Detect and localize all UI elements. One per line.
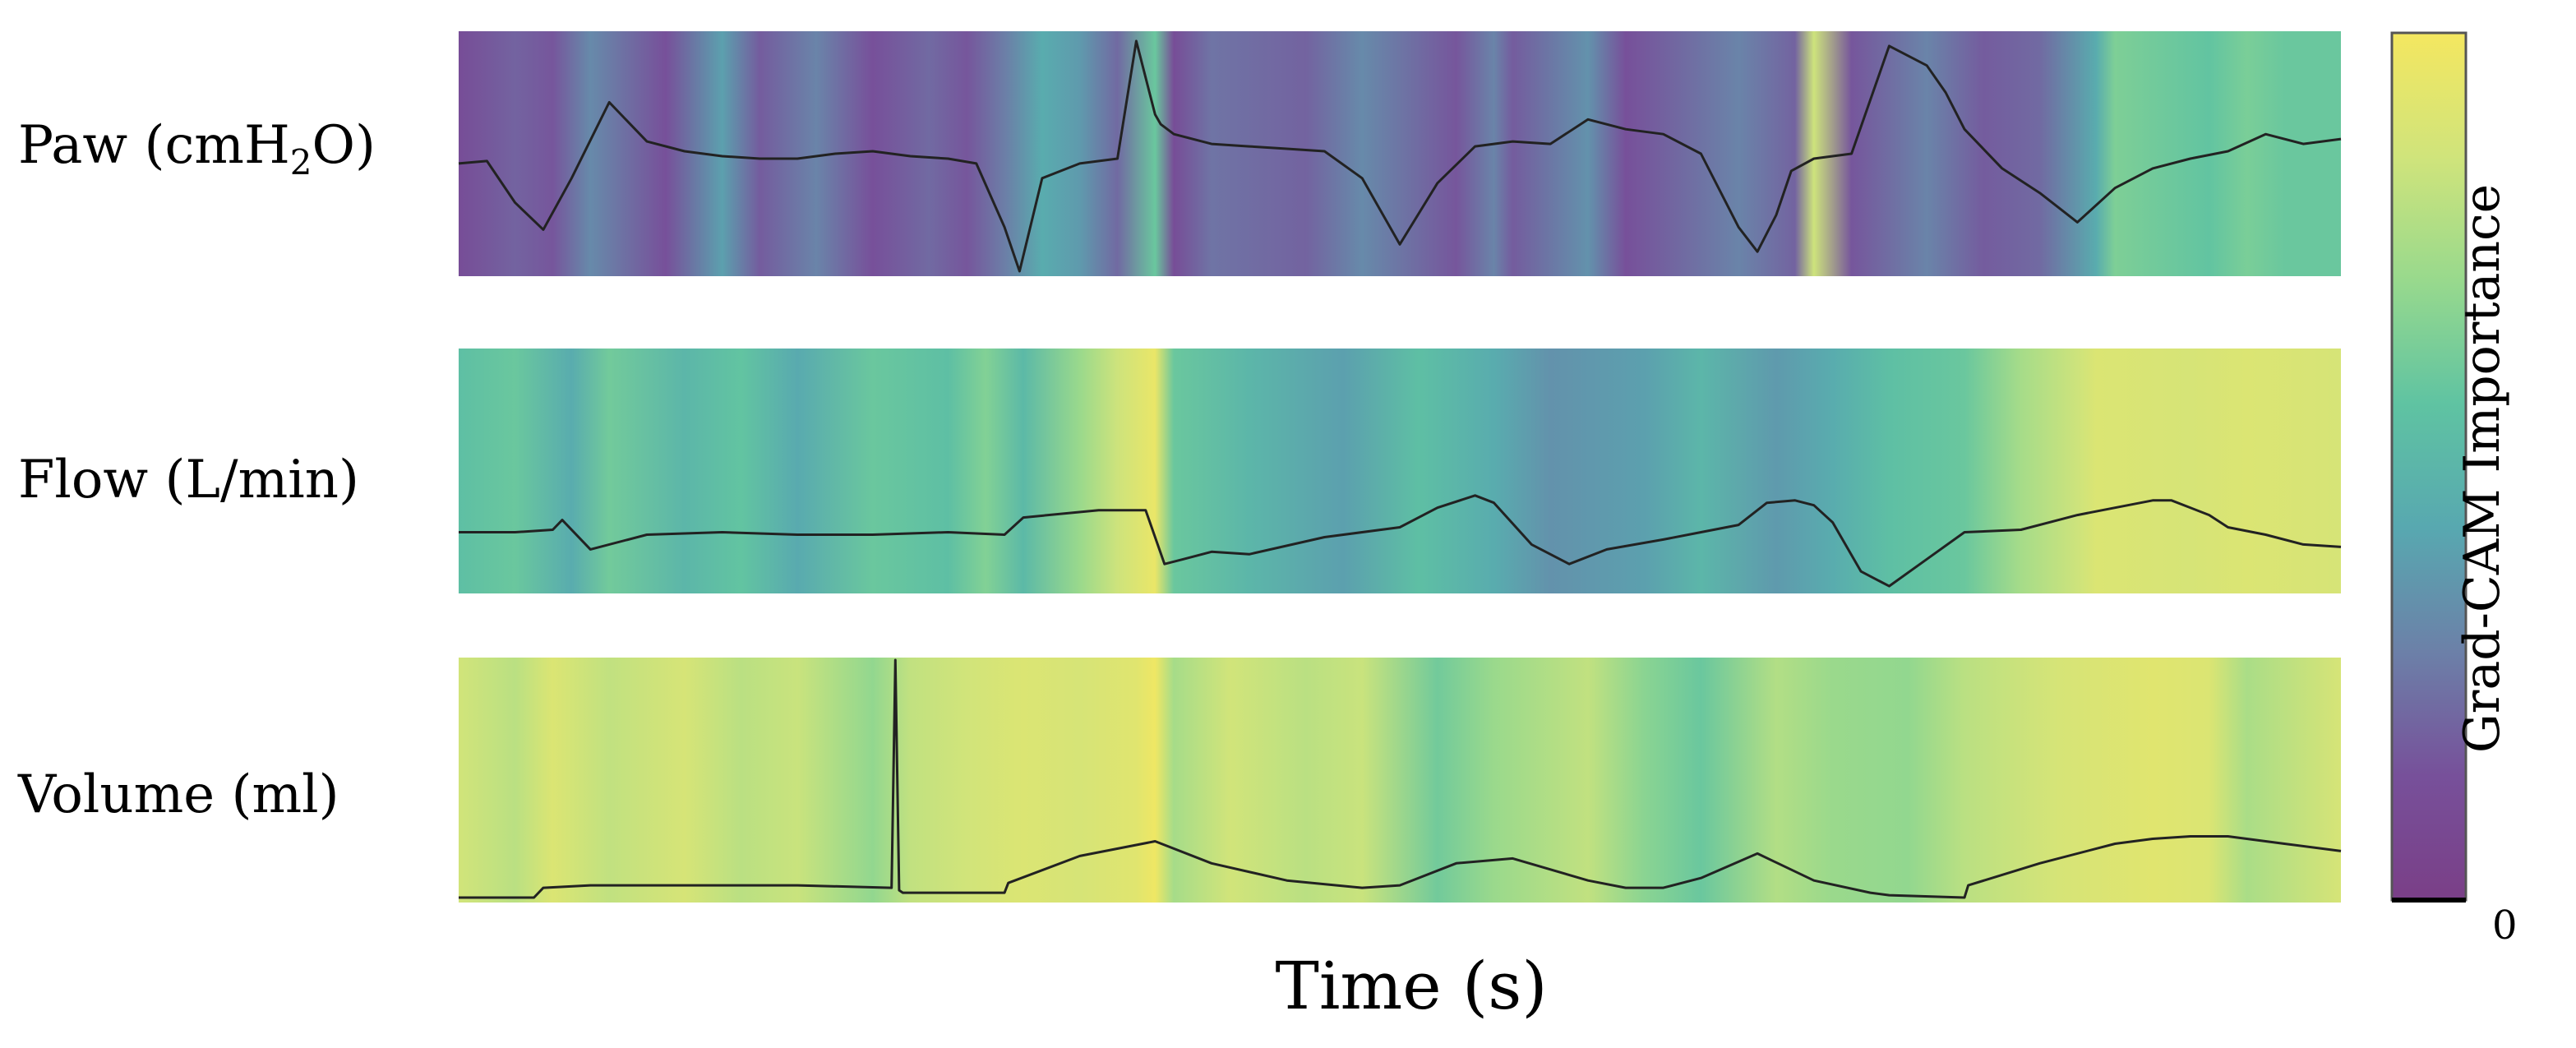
panels-group xyxy=(458,31,2342,903)
importance-heatmap-flow xyxy=(459,349,2341,593)
importance-heatmap-paw xyxy=(459,31,2341,276)
importance-heatmap-volume xyxy=(459,658,2341,903)
signal-line-volume xyxy=(459,658,2342,899)
y-label-paw-subscript: 2 xyxy=(289,141,312,182)
colorbar-min-label: 0 xyxy=(2492,903,2518,949)
colorbar-label: Grad-CAM Importance xyxy=(2454,183,2511,754)
y-label-paw: Paw (cmH2O) xyxy=(18,119,376,180)
y-label-flow: Flow (L/min) xyxy=(18,450,359,510)
x-axis-label: Time (s) xyxy=(1275,948,1548,1024)
signal-line-flow xyxy=(459,494,2342,588)
y-label-volume: Volume (ml) xyxy=(18,764,339,825)
colorbar xyxy=(2390,31,2468,902)
signal-line-paw xyxy=(458,39,2342,273)
y-label-paw-suffix: O) xyxy=(312,115,376,176)
y-label-paw-prefix: Paw (cmH xyxy=(18,115,290,176)
